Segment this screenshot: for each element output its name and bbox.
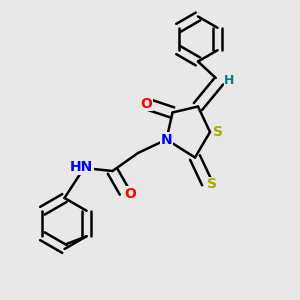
Text: O: O	[124, 187, 136, 200]
Text: H: H	[224, 74, 235, 88]
Text: S: S	[212, 125, 223, 139]
Text: HN: HN	[70, 160, 93, 174]
Text: N: N	[161, 133, 172, 146]
Text: O: O	[140, 97, 152, 110]
Text: S: S	[206, 178, 217, 191]
